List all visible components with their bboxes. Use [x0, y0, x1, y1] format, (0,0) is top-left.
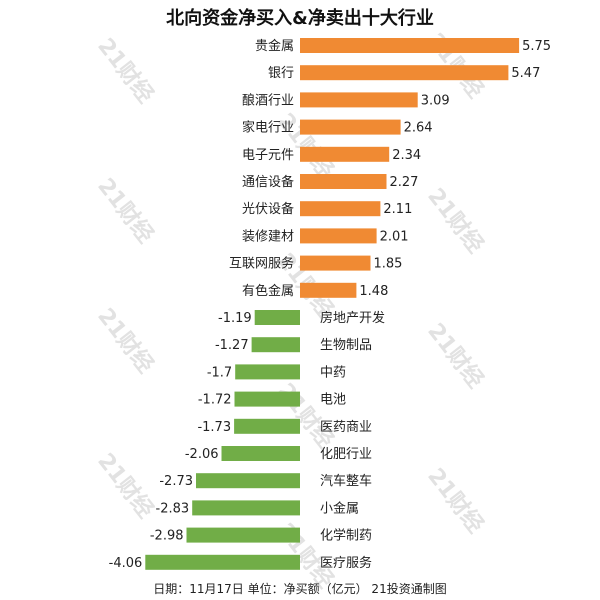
category-label: 中药 — [320, 365, 346, 380]
chart-title: 北向资金净买入&净卖出十大行业 — [166, 8, 434, 29]
chart-footer: 日期：11月17日 单位：净买额（亿元） 21投资通制图 — [153, 582, 447, 596]
value-label: -2.73 — [159, 474, 193, 489]
category-label: 房地产开发 — [320, 310, 385, 326]
bar — [300, 174, 387, 189]
value-label: -1.27 — [215, 338, 249, 353]
watermark-text: 21财经 — [92, 303, 158, 378]
category-label: 化学制药 — [320, 528, 372, 544]
bar — [186, 527, 300, 543]
category-label: 通信设备 — [242, 174, 294, 190]
category-label: 医疗服务 — [320, 555, 372, 571]
value-label: -1.7 — [207, 365, 232, 380]
value-label: 2.27 — [390, 175, 419, 190]
bar — [235, 364, 300, 380]
category-label: 小金属 — [320, 500, 359, 516]
value-label: -1.73 — [197, 420, 231, 435]
value-label: 1.85 — [374, 257, 403, 272]
value-label: 1.48 — [359, 284, 388, 299]
labels-layer: 贵金属 5.75 银行 5.47 酿酒行业 3.09 家电行业 2.64 电子元件 2.34 通信设… — [109, 38, 551, 571]
bar — [300, 65, 509, 81]
bars-layer — [145, 38, 520, 570]
category-label: 汽车整车 — [320, 473, 372, 489]
bar — [300, 146, 390, 162]
category-label: 互联网服务 — [229, 256, 294, 272]
watermark-text: 21财经 — [92, 33, 158, 108]
value-label: 3.09 — [421, 93, 450, 108]
category-label: 光伏设备 — [242, 201, 294, 217]
bar — [300, 92, 418, 108]
category-label: 化肥行业 — [320, 447, 372, 462]
bar — [300, 255, 371, 271]
value-label: -2.83 — [156, 501, 190, 516]
value-label: 2.64 — [404, 121, 433, 136]
value-label: -1.19 — [218, 311, 252, 326]
bar — [300, 201, 381, 217]
watermark-text: 21财经 — [272, 378, 338, 453]
bar — [300, 228, 377, 244]
category-label: 家电行业 — [242, 120, 294, 136]
bar — [196, 473, 300, 489]
value-label: -2.06 — [185, 447, 219, 462]
category-label: 酿酒行业 — [242, 92, 294, 108]
value-label: -4.06 — [109, 556, 143, 571]
category-label: 电池 — [320, 393, 346, 408]
bar — [251, 337, 300, 353]
category-label: 有色金属 — [242, 283, 294, 299]
watermark-text: 21财经 — [422, 463, 488, 538]
watermark-text: 21财经 — [422, 318, 488, 393]
bar — [300, 282, 357, 298]
bar — [300, 38, 520, 53]
value-label: 5.75 — [522, 39, 551, 54]
watermark-text: 21财经 — [272, 108, 338, 183]
bar — [221, 446, 300, 461]
value-label: -2.98 — [150, 529, 184, 544]
value-label: -1.72 — [198, 393, 232, 408]
watermark-text: 21财经 — [422, 183, 488, 258]
watermark-text: 21财经 — [92, 173, 158, 248]
bar — [145, 554, 300, 570]
category-label: 生物制品 — [320, 338, 372, 353]
category-label: 医药商业 — [320, 420, 372, 435]
category-label: 装修建材 — [242, 229, 294, 244]
category-label: 贵金属 — [255, 38, 294, 54]
category-label: 电子元件 — [242, 148, 294, 163]
value-label: 2.11 — [383, 202, 412, 217]
value-label: 5.47 — [511, 66, 540, 81]
value-label: 2.34 — [392, 148, 421, 163]
bar — [234, 418, 300, 434]
bar — [254, 310, 300, 325]
watermark-text: 21财经 — [92, 448, 158, 523]
bar — [234, 391, 300, 407]
category-label: 银行 — [268, 66, 294, 81]
bar — [192, 500, 300, 516]
value-label: 2.01 — [380, 229, 409, 244]
bar — [300, 119, 401, 135]
